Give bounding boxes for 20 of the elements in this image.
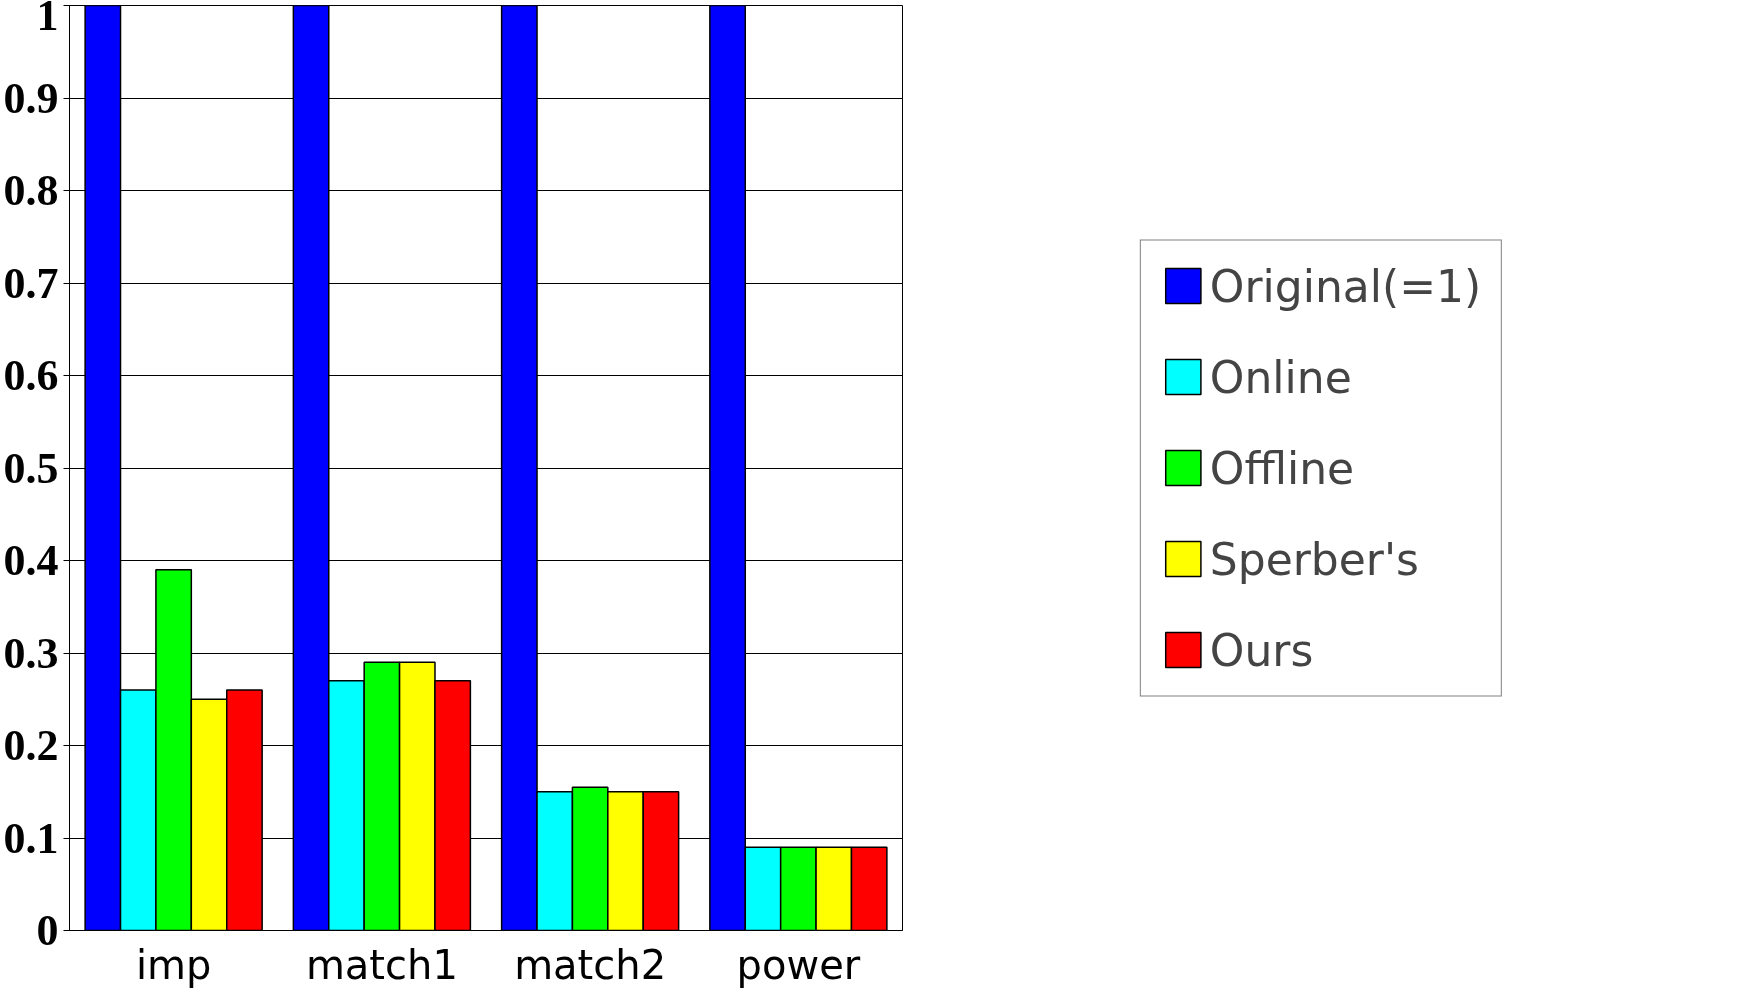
y-tick-label: 0.8 (3, 166, 59, 215)
y-tick-label: 0.9 (3, 73, 59, 123)
legend-label: Online (1209, 351, 1352, 402)
y-tick-label: 0.3 (3, 628, 59, 678)
x-tick-label: match1 (305, 941, 458, 988)
y-tick-label: 0.1 (3, 813, 59, 863)
x-tick-label: match2 (514, 941, 667, 988)
y-tick-label: 1 (36, 0, 59, 40)
y-tick-label: 0.7 (3, 258, 59, 308)
y-tick-label: 0.2 (3, 721, 59, 770)
x-tick-label: imp (135, 941, 212, 988)
y-tick-label: 0 (36, 906, 59, 955)
legend-label: Ours (1209, 624, 1314, 675)
legend-label: Original(=1) (1209, 260, 1482, 311)
y-tick-label: 0.4 (3, 536, 59, 585)
legend-label: Offline (1209, 442, 1355, 493)
y-tick-label: 0.5 (3, 443, 59, 493)
legend-label: Sperber's (1209, 533, 1419, 584)
x-tick-label: power (736, 941, 861, 988)
y-tick-label: 0.6 (3, 351, 59, 400)
